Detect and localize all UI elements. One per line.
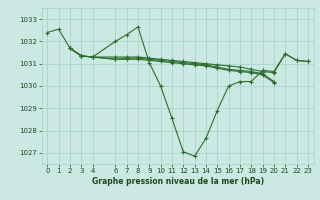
X-axis label: Graphe pression niveau de la mer (hPa): Graphe pression niveau de la mer (hPa)	[92, 177, 264, 186]
